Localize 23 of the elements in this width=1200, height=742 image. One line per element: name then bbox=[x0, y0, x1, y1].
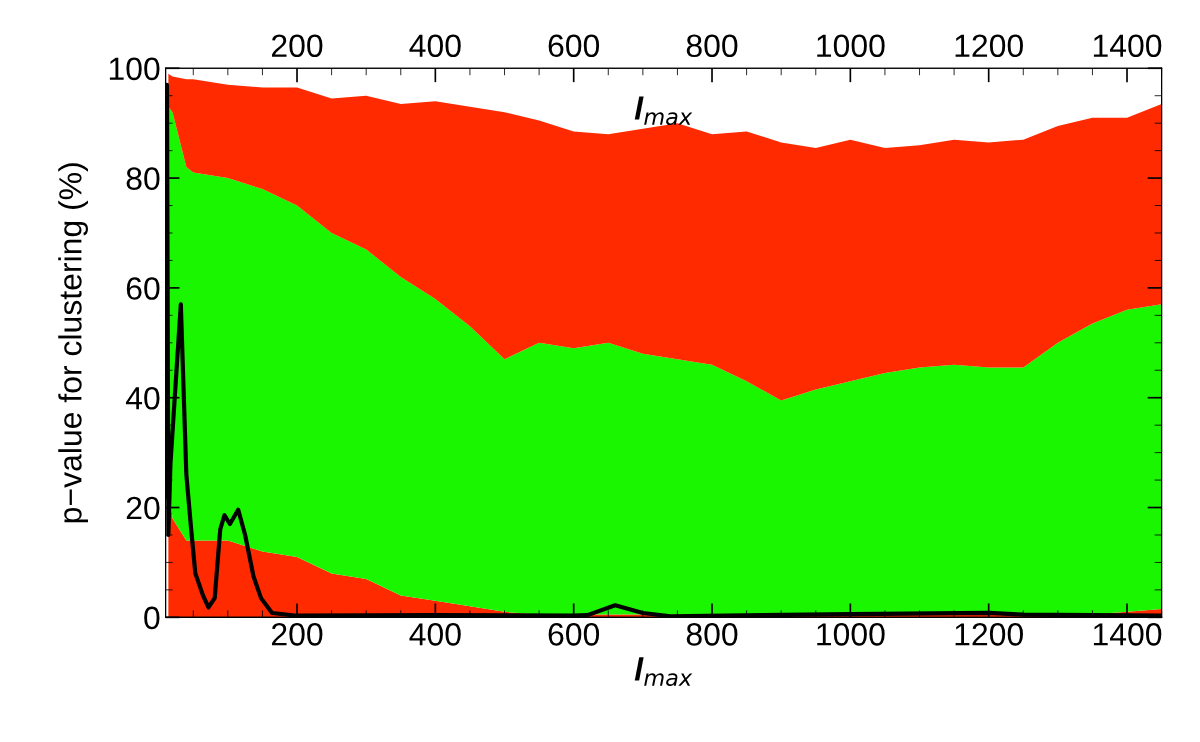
x-axis-title: l$_{max}$ bbox=[634, 657, 693, 687]
y-tick-label: 0 bbox=[144, 606, 160, 630]
x-tick-label: 800 bbox=[686, 623, 738, 646]
x-tick-label: 1400 bbox=[1093, 623, 1162, 646]
x-tick-label: 600 bbox=[548, 623, 600, 646]
y-tick-label: 100 bbox=[109, 57, 160, 81]
x2-axis-title: l$_{max}$ bbox=[634, 96, 693, 126]
y-tick-label: 80 bbox=[126, 167, 160, 190]
x-tick-label: 400 bbox=[409, 623, 461, 646]
y-tick-label: 60 bbox=[126, 277, 160, 300]
x2-tick-label: 800 bbox=[686, 34, 738, 58]
x2-tick-label: 200 bbox=[271, 34, 323, 58]
x2-tick-label: 600 bbox=[548, 34, 600, 58]
x-tick-label: 200 bbox=[271, 623, 323, 646]
x2-tick-label: 1200 bbox=[955, 34, 1023, 58]
y-tick-label: 40 bbox=[125, 386, 160, 410]
x-tick-label: 1200 bbox=[955, 623, 1023, 646]
x2-tick-label: 1000 bbox=[817, 34, 885, 58]
y-axis-title: p−value for clustering (%) bbox=[58, 163, 88, 523]
x2-tick-label: 400 bbox=[409, 34, 461, 58]
y-tick-label: 20 bbox=[126, 496, 160, 520]
x2-tick-label: 1400 bbox=[1093, 34, 1162, 58]
x-tick-label: 1000 bbox=[817, 623, 885, 646]
